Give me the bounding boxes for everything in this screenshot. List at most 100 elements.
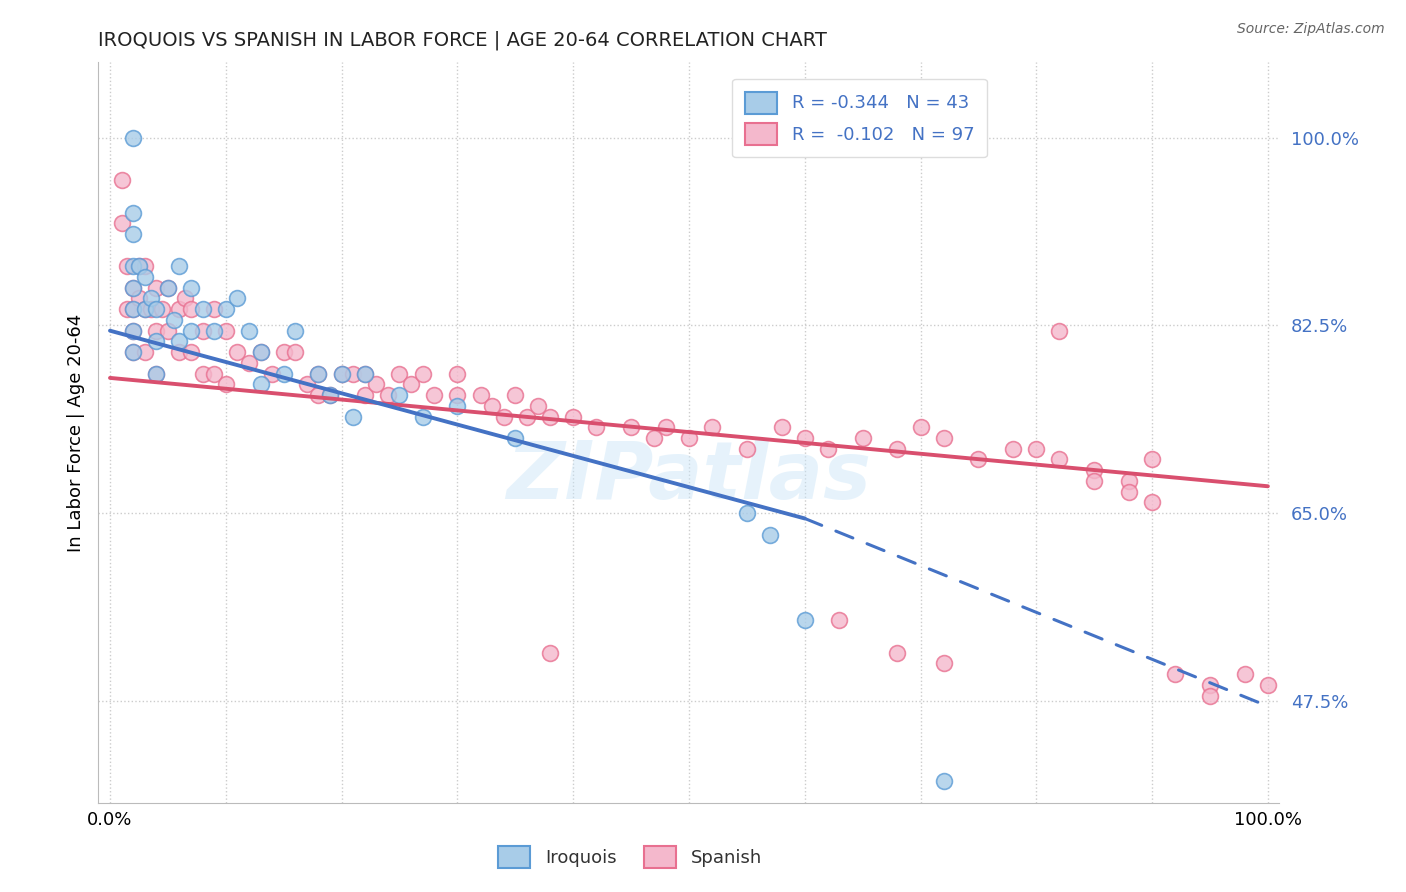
Point xyxy=(156,281,179,295)
Point xyxy=(759,527,782,541)
Point xyxy=(538,409,561,424)
Point xyxy=(330,367,353,381)
Point xyxy=(620,420,643,434)
Point xyxy=(1233,667,1256,681)
Point xyxy=(1025,442,1047,456)
Point xyxy=(793,614,815,628)
Point xyxy=(262,367,284,381)
Point xyxy=(388,367,411,381)
Point xyxy=(202,367,225,381)
Point xyxy=(180,324,202,338)
Point xyxy=(145,281,167,295)
Point xyxy=(249,345,271,359)
Point xyxy=(122,345,145,359)
Point xyxy=(249,377,271,392)
Point xyxy=(1164,667,1187,681)
Point xyxy=(817,442,839,456)
Point xyxy=(134,302,156,317)
Point xyxy=(180,302,202,317)
Point xyxy=(770,420,793,434)
Point xyxy=(886,442,908,456)
Point xyxy=(191,367,214,381)
Point xyxy=(273,345,295,359)
Point xyxy=(249,345,271,359)
Point xyxy=(470,388,492,402)
Point xyxy=(145,367,167,381)
Point xyxy=(492,409,515,424)
Point xyxy=(122,260,145,274)
Point xyxy=(295,377,318,392)
Point xyxy=(446,388,468,402)
Point xyxy=(1199,689,1222,703)
Point xyxy=(828,614,851,628)
Point xyxy=(180,281,202,295)
Point xyxy=(423,388,446,402)
Point xyxy=(1002,442,1025,456)
Point xyxy=(342,367,364,381)
Point xyxy=(122,324,145,338)
Point xyxy=(366,377,388,392)
Point xyxy=(122,281,145,295)
Point xyxy=(134,302,156,317)
Point xyxy=(503,388,526,402)
Point xyxy=(163,313,186,327)
Point xyxy=(307,367,329,381)
Point xyxy=(238,324,260,338)
Point xyxy=(307,388,329,402)
Point xyxy=(122,345,145,359)
Point xyxy=(117,260,139,274)
Point xyxy=(910,420,932,434)
Point xyxy=(134,345,156,359)
Point xyxy=(388,388,411,402)
Point xyxy=(145,324,167,338)
Point xyxy=(180,345,202,359)
Point xyxy=(307,367,329,381)
Point xyxy=(562,409,585,424)
Point xyxy=(117,302,139,317)
Point xyxy=(169,345,191,359)
Point xyxy=(174,292,197,306)
Point xyxy=(1118,474,1140,488)
Point xyxy=(481,399,503,413)
Point xyxy=(353,367,375,381)
Text: IROQUOIS VS SPANISH IN LABOR FORCE | AGE 20-64 CORRELATION CHART: IROQUOIS VS SPANISH IN LABOR FORCE | AGE… xyxy=(98,30,827,50)
Point xyxy=(122,130,145,145)
Point xyxy=(128,260,150,274)
Point xyxy=(215,324,238,338)
Point xyxy=(1083,463,1105,477)
Point xyxy=(852,431,875,445)
Point xyxy=(134,260,156,274)
Point xyxy=(238,356,260,370)
Point xyxy=(735,506,758,520)
Point xyxy=(1140,452,1163,467)
Point xyxy=(932,774,955,789)
Point xyxy=(412,367,434,381)
Point xyxy=(273,367,295,381)
Point xyxy=(128,292,150,306)
Point xyxy=(284,324,307,338)
Point xyxy=(122,281,145,295)
Point xyxy=(145,302,167,317)
Point xyxy=(226,292,249,306)
Point xyxy=(169,260,191,274)
Point xyxy=(1140,495,1163,509)
Y-axis label: In Labor Force | Age 20-64: In Labor Force | Age 20-64 xyxy=(66,313,84,552)
Point xyxy=(503,431,526,445)
Point xyxy=(353,388,375,402)
Point xyxy=(191,302,214,317)
Point xyxy=(886,646,908,660)
Point xyxy=(412,409,434,424)
Point xyxy=(122,302,145,317)
Point xyxy=(527,399,550,413)
Point xyxy=(122,324,145,338)
Point xyxy=(122,302,145,317)
Point xyxy=(202,302,225,317)
Point xyxy=(1118,484,1140,499)
Point xyxy=(1049,324,1071,338)
Point xyxy=(169,334,191,349)
Point xyxy=(156,281,179,295)
Point xyxy=(122,205,145,219)
Point xyxy=(643,431,665,445)
Point xyxy=(150,302,173,317)
Point xyxy=(134,270,156,285)
